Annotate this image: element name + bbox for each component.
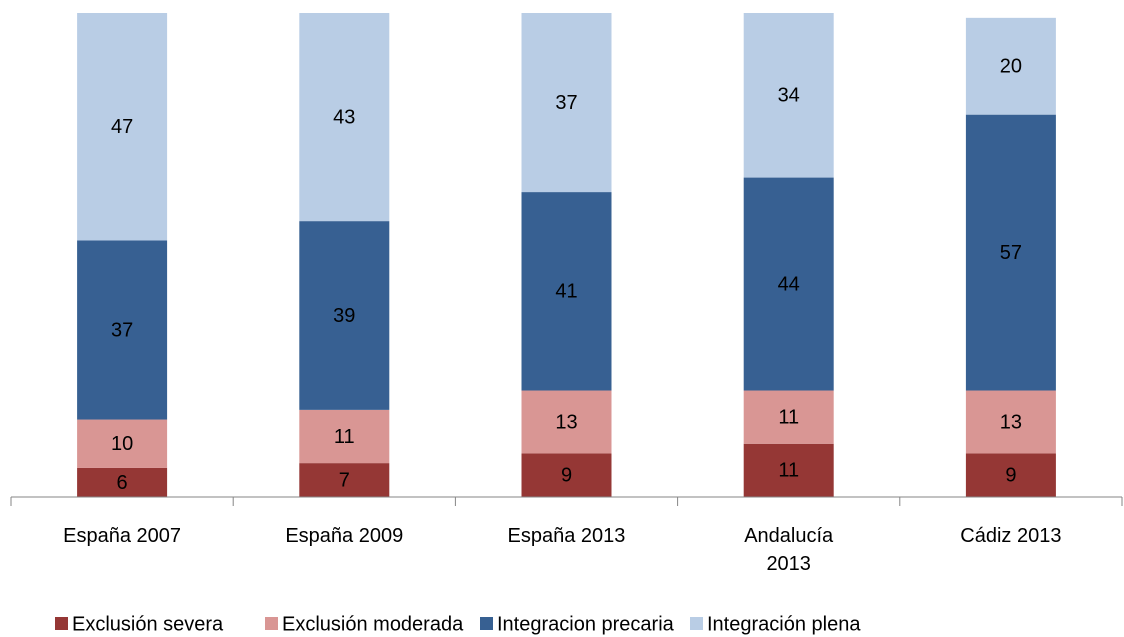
data-label: 43 [333,106,355,128]
x-tick-label: Andalucía 2013 [744,525,834,575]
data-label: 44 [778,273,800,295]
data-label: 7 [339,469,350,491]
bar-segment [299,13,390,222]
data-label: 37 [555,92,577,114]
data-label: 10 [111,433,133,455]
data-label: 20 [1000,56,1022,78]
bar-segment [521,13,612,193]
data-label: 11 [334,426,355,448]
bar-segment [299,221,390,410]
data-label: 34 [778,85,800,107]
bar-segment [299,463,390,497]
bar-segment [521,192,612,391]
data-label: 11 [778,406,799,428]
legend-label: Exclusión moderada [282,613,464,635]
data-label: 13 [555,411,577,433]
data-label: 39 [333,305,355,327]
legend-swatch [55,617,68,630]
data-label: 57 [1000,242,1022,264]
bar-segment [965,390,1056,454]
data-label: 6 [117,472,128,494]
data-label: 47 [111,116,133,138]
bar-segment [521,390,612,454]
bar-segment [743,177,834,391]
bar-segment [965,114,1056,391]
legend-label: Integracion precaria [497,613,675,635]
bar-segment [299,409,390,464]
data-label: 41 [555,281,577,303]
x-tick-label: España 2007 [63,525,182,547]
data-label: 9 [561,465,572,487]
bar-segment [743,443,834,497]
bar-segment [743,390,834,444]
legend-swatch [690,617,703,630]
data-label: 9 [1005,465,1016,487]
x-tick-label: Cádiz 2013 [960,525,1062,547]
bar-segment [521,453,612,497]
bar-segment [77,419,168,468]
data-label: 37 [111,319,133,341]
bar-segment [77,240,168,420]
bar-segment [77,467,168,497]
data-label: 13 [1000,411,1022,433]
legend-label: Integración plena [707,613,861,635]
legend-label: Exclusión severa [72,613,224,635]
bar-segment [965,453,1056,497]
x-tick-label: España 2009 [285,525,404,547]
legend-swatch [480,617,493,630]
bar-segment [77,13,168,241]
bar-segment [743,13,834,178]
legend-swatch [265,617,278,630]
x-tick-label: España 2013 [507,525,626,547]
data-label: 11 [778,460,799,482]
bar-segment [965,17,1056,115]
